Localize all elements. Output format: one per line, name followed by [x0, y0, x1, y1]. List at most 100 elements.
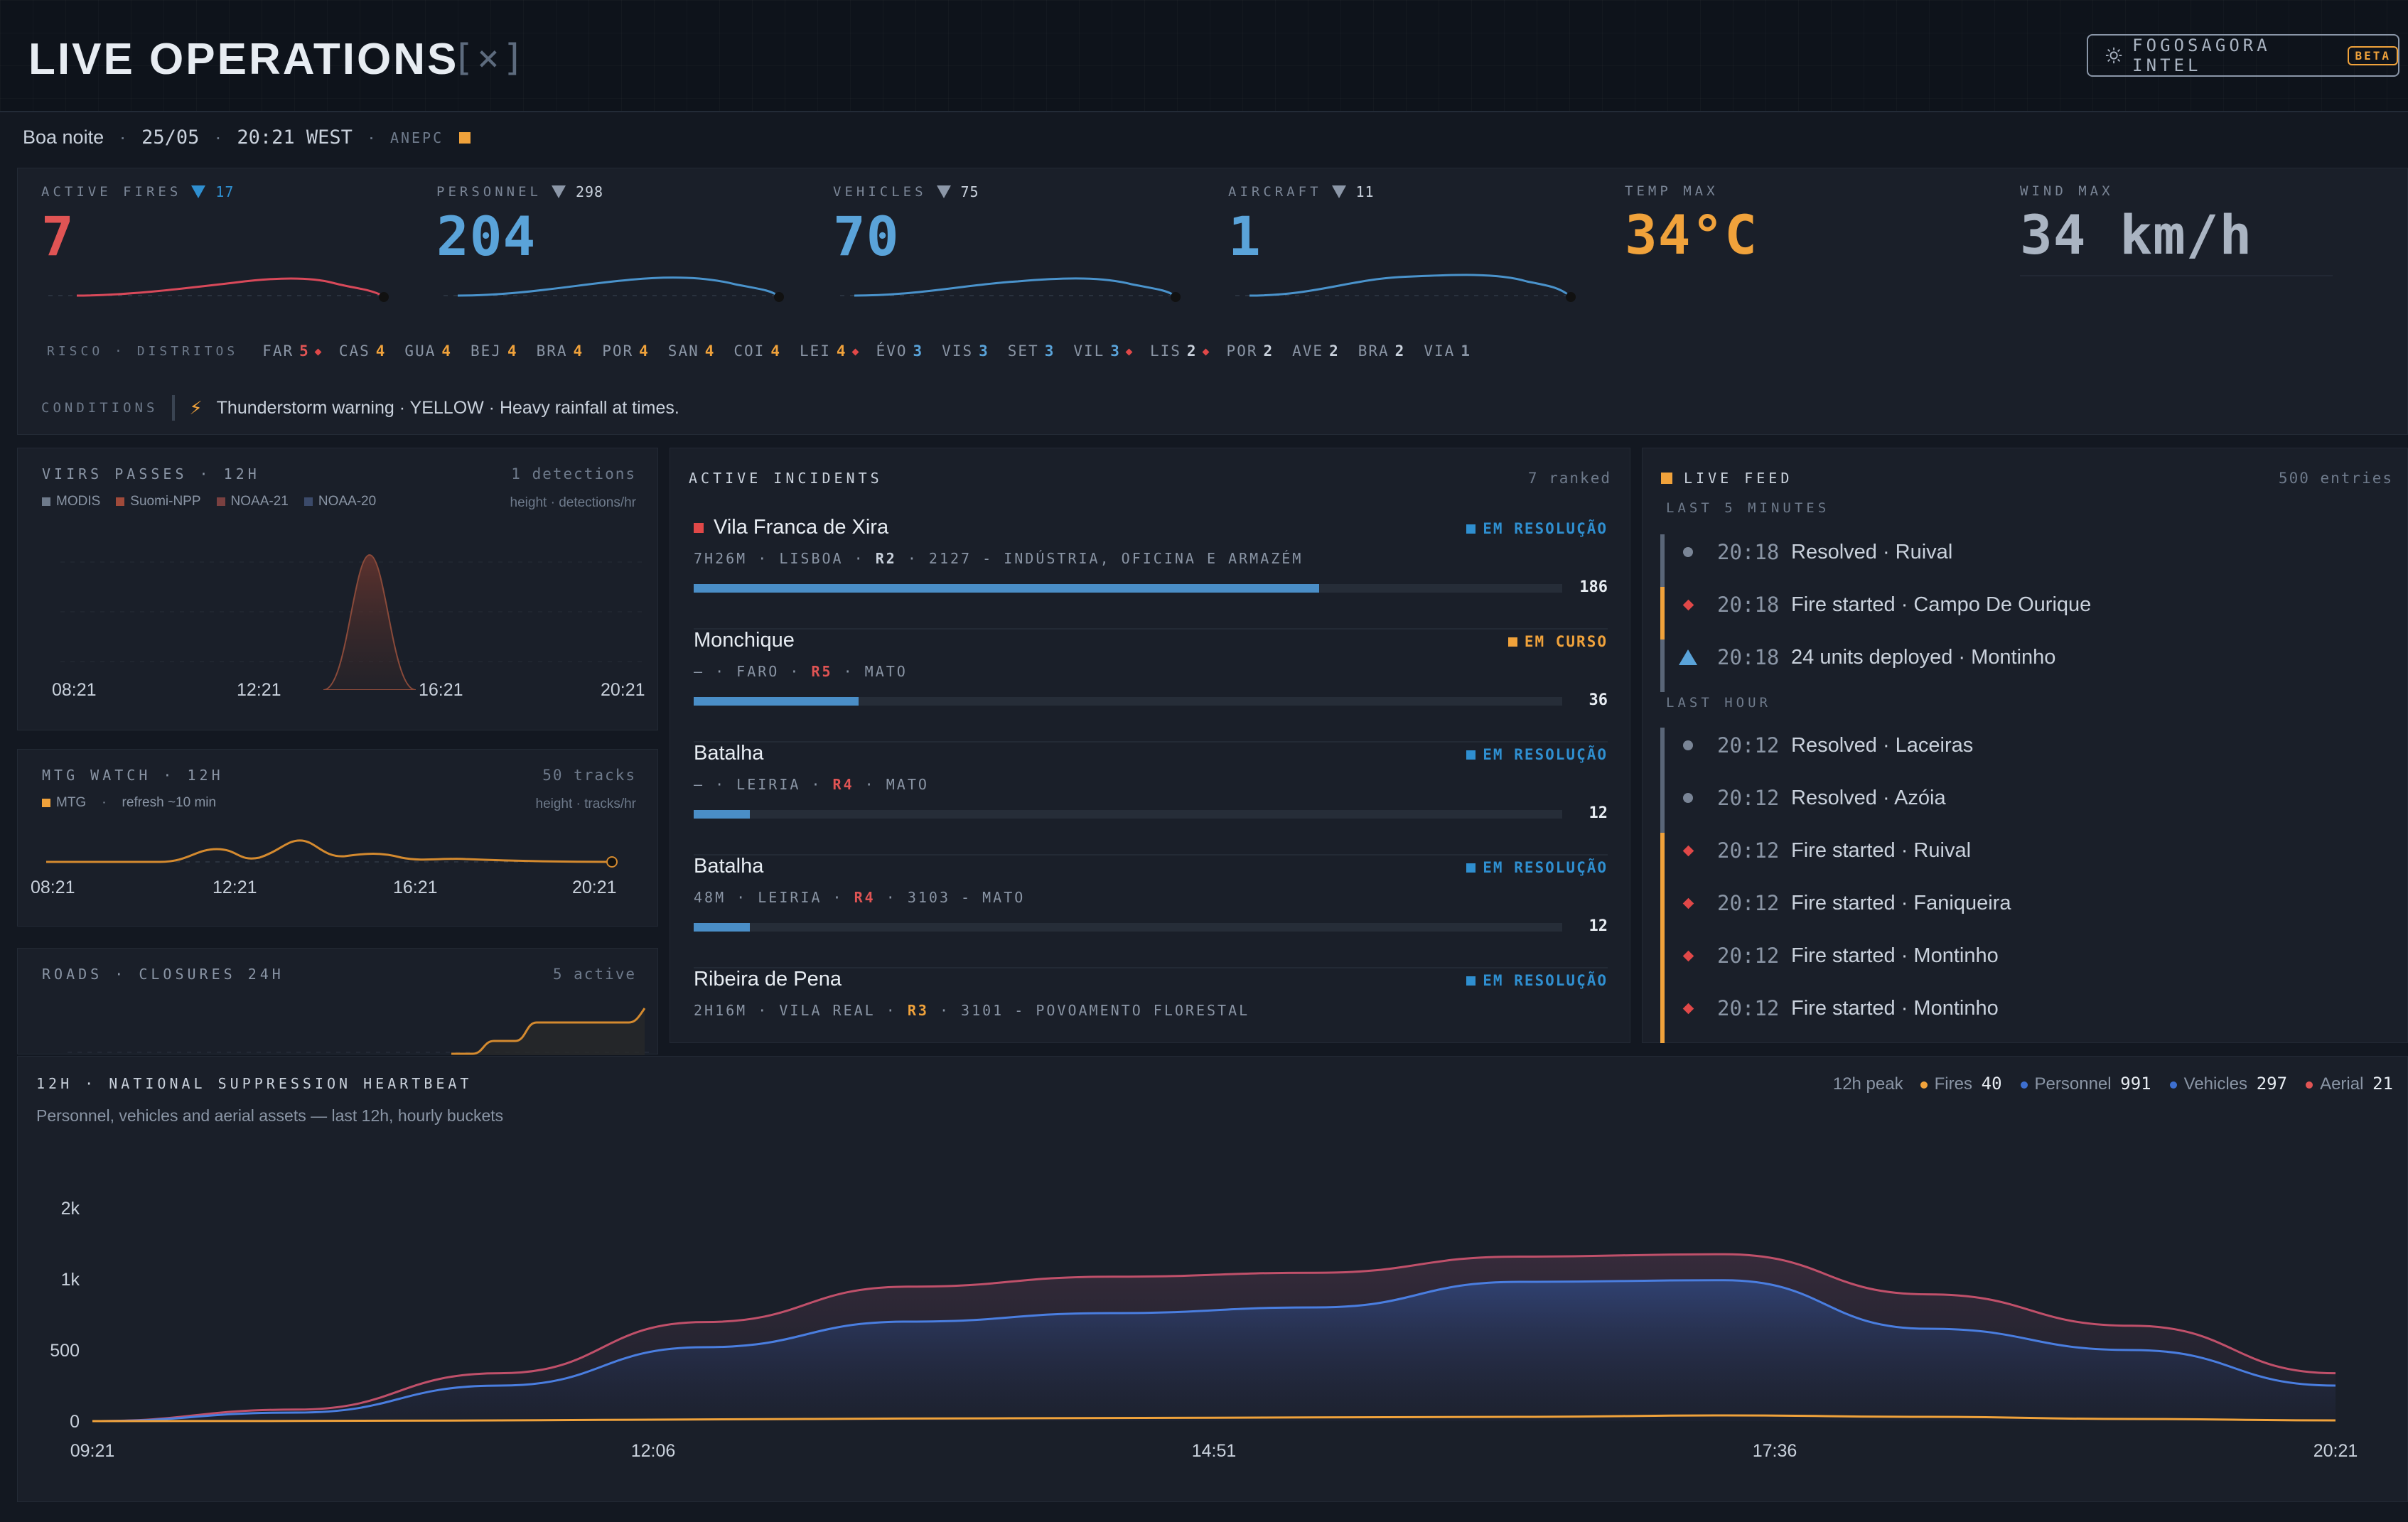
feed-item[interactable]: 20:12 Resolved · Laceiras [1660, 728, 2343, 763]
feed-item[interactable]: 20:12 Fire started · Montinho [1660, 991, 2343, 1026]
incident-row[interactable]: Batalha — · LEIRIA · R4 · MATO EM RESOLUÇÃ… [694, 742, 1608, 856]
feed-item[interactable]: 20:12 Resolved · Azóia [1660, 780, 2343, 816]
kpi-active-fires[interactable]: ACTIVE FIRES 17 7 [41, 183, 411, 311]
status-badge: EM CURSO [1507, 633, 1608, 650]
x-tick: 14:51 [1192, 1441, 1237, 1461]
y-tick: 2k [61, 1199, 80, 1219]
incident-row[interactable]: Ribeira de Pena 2H16M · VILA REAL · R3 · … [694, 968, 1608, 1080]
y-tick: 1k [61, 1270, 80, 1290]
kpi-aircraft[interactable]: AIRCRAFT 11 1 [1228, 183, 1598, 311]
panel-count: 7 ranked [1527, 470, 1611, 487]
trend-down-icon [191, 185, 206, 198]
x-tick: 08:21 [31, 878, 75, 897]
feed-kind-bar [1660, 780, 1665, 833]
kpi-value: 34°C [1625, 203, 1758, 266]
progress-fill [694, 923, 751, 932]
feed-item[interactable]: 20:12 Fire started · Montinho [1660, 938, 2343, 973]
kpi-delta: 17 [215, 183, 235, 200]
aircraft-sparkline [1235, 274, 1576, 302]
district-chip: CAS 4 [338, 342, 387, 360]
fire-icon [1682, 897, 1694, 909]
y-tick: 0 [70, 1412, 80, 1432]
feed-item[interactable]: 20:12 Fire started · Faniqueira [1660, 885, 2343, 921]
resolved-icon [1683, 547, 1693, 557]
alert-icon [851, 348, 859, 355]
district-chip: VIS 3 [942, 342, 989, 360]
panel-title: 12H · NATIONAL SUPPRESSION HEARTBEAT [36, 1075, 473, 1092]
kpi-label: ACTIVE FIRES [41, 184, 182, 200]
incident-meta: — · FARO · R5 · MATO [694, 663, 908, 680]
feed-kind-bar [1660, 991, 1665, 1043]
risk-level: R4 [854, 889, 876, 906]
panel-title: VIIRS PASSES · 12H [42, 465, 260, 482]
feed-item[interactable]: 20:18 Fire started · Campo De Ourique [1660, 587, 2343, 622]
feed-time: 20:12 [1717, 786, 1780, 810]
viirs-panel: VIIRS PASSES · 12H 1 detections MODIS Su… [17, 448, 658, 730]
peak-item: Fires 40 [1920, 1074, 2002, 1094]
kpi-value: 1 [1228, 205, 1262, 268]
intel-button[interactable]: FOGOSAGORA INTEL BETA [2087, 34, 2399, 77]
feed-item[interactable]: 20:18 Resolved · Ruival [1660, 534, 2343, 570]
legend-item: MTG [56, 795, 87, 810]
personnel-area [92, 1280, 2336, 1421]
clock: 20:21 WEST [237, 126, 353, 149]
feed-text: Fire started · Ruival [1791, 838, 1972, 862]
panel-title: ROADS · CLOSURES 24H [42, 966, 284, 983]
kpi-value: 7 [41, 205, 75, 268]
risk-level: R3 [907, 1002, 929, 1019]
feed-time: 20:18 [1717, 645, 1780, 669]
divider [172, 395, 176, 421]
mtg-chart [46, 839, 618, 868]
kpi-temp-max: TEMP MAX 34°C [1625, 183, 1994, 311]
legend-item: NOAA-20 [318, 494, 377, 509]
resolved-icon [1683, 740, 1693, 750]
panel-count: 1 detections [511, 465, 636, 482]
trend-down-icon [551, 185, 566, 198]
incident-row[interactable]: Batalha 48M · LEIRIA · R4 · 3103 - MATO EM… [694, 855, 1608, 968]
feed-kind-bar [1660, 639, 1665, 692]
panel-title: ACTIVE INCIDENTS [689, 470, 883, 487]
kpi-label: VEHICLES [833, 184, 927, 200]
panel-subtitle: Personnel, vehicles and aerial assets — … [36, 1106, 504, 1125]
feed-item[interactable]: 20:12 Fire started · Ruival [1660, 833, 2343, 868]
fire-icon [1682, 950, 1694, 961]
kpi-vehicles[interactable]: VEHICLES 75 70 [833, 183, 1203, 311]
legend-item: NOAA-21 [230, 494, 289, 509]
date: 25/05 [141, 126, 200, 149]
incident-row[interactable]: Monchique — · FARO · R5 · MATO EM CURSO 36 [694, 629, 1608, 743]
personnel-sparkline [444, 276, 784, 302]
incident-row[interactable]: Vila Franca de Xira 7H26M · LISBOA · R2 ·… [694, 516, 1608, 630]
heartbeat-chart: 0 500 1k 2k 09:21 12:06 14:51 17:36 20:21 [50, 1199, 2358, 1461]
feed-time: 20:18 [1717, 593, 1780, 617]
incident-count: 12 [1589, 804, 1608, 822]
feed-item[interactable]: 20:18 24 units deployed · Montinho [1660, 639, 2343, 675]
kpi-delta: 11 [1355, 183, 1375, 200]
panel-count: 500 entries [2278, 470, 2393, 487]
feed-kind-bar [1660, 833, 1665, 885]
kpi-label: WIND MAX [2020, 183, 2114, 199]
roads-chart [68, 1008, 650, 1055]
kpi-label: TEMP MAX [1625, 183, 1719, 199]
progress-fill [694, 584, 1319, 593]
feed-text: Fire started · Montinho [1791, 944, 1999, 967]
close-icon[interactable]: [×] [452, 37, 527, 80]
legend-item: MODIS [56, 494, 101, 509]
peak-item: Personnel 991 [2020, 1074, 2151, 1094]
alert-icon [314, 348, 322, 355]
kpi-delta: 298 [575, 183, 604, 200]
status-badge: EM RESOLUÇÃO [1466, 746, 1608, 763]
feed-text: Resolved · Ruival [1791, 540, 1953, 563]
status-badge: EM RESOLUÇÃO [1466, 972, 1608, 989]
vehicles-sparkline [840, 277, 1181, 302]
incident-name: Monchique [694, 629, 795, 652]
total-area-stroke [92, 1253, 2336, 1423]
y-tick: 500 [50, 1341, 80, 1361]
incident-count: 36 [1589, 691, 1608, 709]
kpi-label: PERSONNEL [436, 184, 542, 200]
feed-group-label: LAST 5 MINUTES [1666, 500, 1830, 516]
kpi-personnel[interactable]: PERSONNEL 298 204 [436, 183, 806, 311]
incident-name: Ribeira de Pena [694, 968, 842, 991]
fire-icon [1682, 1003, 1694, 1014]
kpi-panel [17, 168, 2408, 435]
viirs-chart [60, 554, 643, 690]
